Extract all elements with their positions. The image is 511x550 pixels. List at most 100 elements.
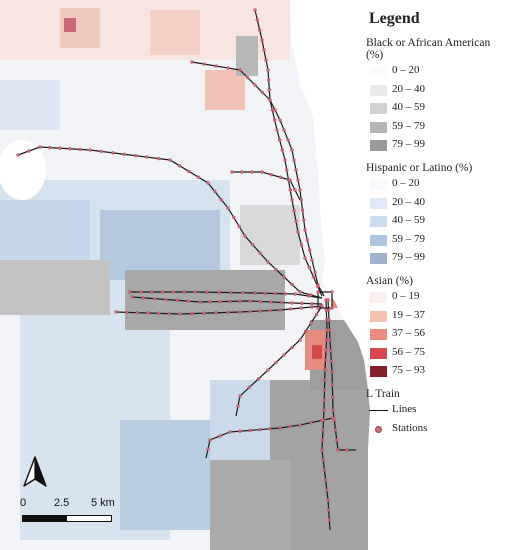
station-dot (321, 428, 325, 432)
station-dot (336, 448, 340, 452)
station-dot (303, 256, 307, 260)
station-dot (290, 301, 294, 305)
station-dot (187, 169, 191, 174)
station-dot (247, 385, 252, 389)
station-dot (226, 66, 230, 70)
station-dot (330, 383, 334, 387)
station-dot (27, 149, 31, 153)
legend-swatch (370, 140, 387, 152)
station-dot (255, 18, 259, 22)
station-dot (333, 428, 338, 432)
legend-label: 75 – 93 (392, 364, 425, 377)
legend-swatch (370, 366, 387, 378)
station-dot (290, 148, 294, 152)
legend-item: 37 – 56 (364, 326, 509, 345)
legend-item: 59 – 79 (364, 232, 509, 251)
legend-heading-asian: Asian (%) (366, 274, 413, 287)
station-dot (323, 358, 328, 362)
station-dot (214, 64, 218, 68)
legend-swatch (370, 66, 387, 77)
station-dot (325, 488, 329, 492)
station-dot (285, 168, 289, 172)
station-dot (328, 338, 332, 342)
station-dot (280, 148, 284, 152)
station-dot (212, 189, 217, 194)
station-dot (282, 353, 286, 357)
station-dot (236, 404, 240, 408)
station-dot (288, 424, 292, 429)
scale-label: 0 (20, 497, 27, 509)
station-dot (171, 290, 176, 294)
station-dot (300, 208, 305, 212)
scale-bar-white (66, 515, 112, 522)
legend-item: 56 – 75 (364, 345, 509, 364)
station-dot (262, 48, 266, 52)
legend-item: 20 – 40 (364, 195, 509, 214)
station-dot (258, 251, 262, 256)
station-dot (322, 388, 327, 392)
station-dot (146, 311, 150, 315)
legend-heading-hispanic: Hispanic or Latino (%) (366, 161, 473, 174)
legend-label: 56 – 75 (392, 345, 425, 358)
legend-label: 0 – 20 (392, 64, 420, 76)
station-dot (298, 338, 302, 342)
station-dot (286, 138, 290, 142)
hispanic-area (100, 210, 220, 280)
asian-area (205, 70, 245, 110)
station-dot (205, 290, 209, 294)
station-dot (321, 458, 325, 462)
station-dot (283, 292, 287, 296)
legend-heading-train: L Train (366, 387, 400, 400)
station-dot (320, 438, 325, 442)
station-dot (268, 308, 272, 313)
black-area (236, 36, 258, 76)
legend-item: 40 – 59 (364, 100, 509, 119)
station-dot (128, 290, 132, 294)
station-dot (329, 349, 333, 353)
station-dot (226, 206, 230, 210)
legend-swatch (370, 234, 387, 246)
station-dot (316, 306, 320, 310)
station-dot (219, 197, 224, 202)
station-dot (248, 299, 252, 303)
station-dot (48, 145, 52, 150)
station-dot (245, 75, 250, 80)
l-line-green-south (327, 299, 356, 451)
legend-swatch (370, 291, 387, 303)
station-dot (278, 308, 282, 312)
black-area-west (125, 270, 285, 330)
station-dot (250, 242, 255, 247)
station-dot (190, 311, 194, 316)
black-area (240, 205, 300, 265)
legend-item: 0 – 20 (364, 176, 509, 195)
l-train-stations (16, 8, 349, 522)
asian-area (312, 345, 322, 359)
station-dot (248, 309, 252, 314)
station-dot (278, 118, 282, 122)
station-dot (130, 295, 134, 299)
station-dot (323, 478, 328, 482)
station-dot (267, 78, 271, 82)
asian-area (150, 10, 200, 55)
hispanic-area (0, 200, 90, 270)
station-dot (193, 290, 197, 294)
station-dot (240, 170, 244, 174)
station-dot (296, 178, 300, 182)
station-dot (326, 298, 330, 302)
station-dot (114, 310, 118, 314)
station-dot (258, 309, 262, 313)
legend-label: Stations (392, 421, 428, 434)
station-dot (324, 338, 329, 342)
station-dot (283, 158, 287, 162)
station-dot (226, 310, 230, 315)
station-dot (345, 448, 349, 452)
station-dot (288, 178, 292, 182)
station-dot (314, 312, 319, 317)
station-dot (238, 299, 242, 303)
station-dot (250, 170, 254, 174)
station-dot (320, 448, 324, 452)
station-dot (274, 267, 278, 272)
station-dot (288, 188, 292, 192)
station-dot (260, 38, 264, 42)
